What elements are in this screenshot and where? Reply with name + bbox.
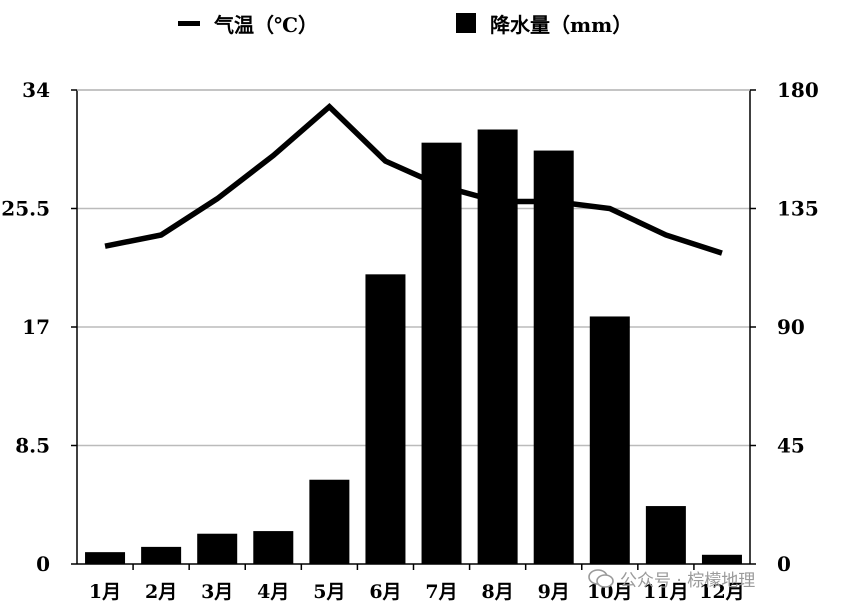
x-tick-label: 10月 <box>587 581 632 603</box>
precipitation-bar <box>197 533 238 564</box>
axes <box>71 89 756 570</box>
legend-precipitation: 降水量（mm） <box>456 6 632 40</box>
right-tick-label: 90 <box>777 315 805 339</box>
wechat-icon <box>588 568 614 588</box>
left-tick-label: 25.5 <box>1 197 50 221</box>
precipitation-bar <box>421 142 462 564</box>
left-tick-label: 34 <box>22 78 50 102</box>
precipitation-bar <box>589 316 630 564</box>
x-tick-label: 7月 <box>425 581 457 603</box>
legend-line-swatch <box>178 20 200 26</box>
precipitation-bar <box>645 506 686 564</box>
precipitation-bar <box>309 479 350 564</box>
precipitation-bars <box>85 129 742 565</box>
x-tick-label: 1月 <box>89 581 121 603</box>
axis-labels: 0 8.5 17 25.5 34 0 45 90 135 180 1月 2月 3月 4月 5月 6月 7月 8月 9… <box>1 78 818 603</box>
x-tick-label: 2月 <box>145 581 177 603</box>
legend-precipitation-label: 降水量（mm） <box>490 12 633 37</box>
x-tick-label: 3月 <box>201 581 233 603</box>
watermark: 公众号 · 棕檬地理 <box>588 566 755 591</box>
x-tick-label: 12月 <box>699 581 744 603</box>
legend-temperature-label: 气温（℃） <box>214 12 318 37</box>
x-tick-label: 4月 <box>257 581 289 603</box>
precipitation-bar <box>141 546 182 564</box>
precipitation-bar <box>701 554 742 564</box>
right-tick-label: 45 <box>777 434 805 458</box>
right-tick-label: 180 <box>777 78 819 102</box>
x-tick-label: 11月 <box>643 581 688 603</box>
temperature-line <box>104 102 723 256</box>
x-tick-label: 6月 <box>369 581 401 603</box>
watermark-text: 公众号 · 棕檬地理 <box>620 571 756 591</box>
precipitation-bar <box>85 552 126 564</box>
temperature-line-group <box>104 102 723 256</box>
precipitation-bar <box>533 150 574 565</box>
right-tick-label: 135 <box>777 197 819 221</box>
legend-bar-swatch <box>456 13 476 33</box>
x-tick-label: 8月 <box>482 581 514 603</box>
right-tick-label: 0 <box>777 552 791 576</box>
left-tick-label: 17 <box>22 315 50 339</box>
legend: 气温（℃） 降水量（mm） <box>0 6 842 40</box>
precipitation-bar <box>477 129 518 564</box>
legend-temperature: 气温（℃） <box>178 6 318 40</box>
grid-lines <box>77 89 750 447</box>
left-tick-label: 8.5 <box>15 434 50 458</box>
precipitation-bar <box>365 274 406 564</box>
x-tick-label: 9月 <box>538 581 570 603</box>
precipitation-bar <box>253 531 294 564</box>
left-tick-label: 0 <box>36 552 50 576</box>
x-tick-label: 5月 <box>313 581 345 603</box>
